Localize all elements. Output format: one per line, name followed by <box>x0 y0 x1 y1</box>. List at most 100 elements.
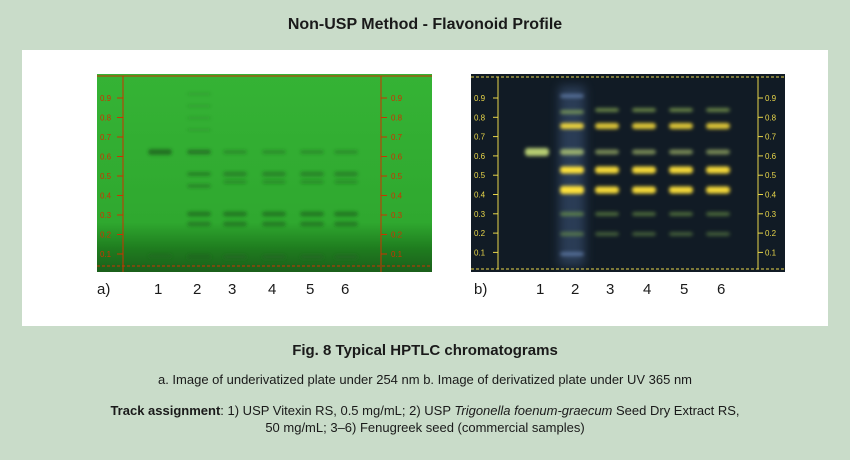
plate-b-band <box>632 212 656 216</box>
plate-b-track-4: 4 <box>643 281 652 298</box>
plate-b-band <box>560 149 584 155</box>
plate-b-right-rf-label: 0.8 <box>765 113 777 122</box>
plate-a-band <box>223 150 247 154</box>
plate-a-band <box>300 171 324 177</box>
plate-a-band <box>334 180 358 184</box>
plate-b-left-rf-label: 0.4 <box>474 191 486 200</box>
plate-a-band <box>262 221 286 227</box>
plate-a-track-3: 3 <box>228 281 237 298</box>
plate-a-band <box>187 116 211 120</box>
plate-b-band <box>595 166 619 174</box>
track-assignment-label: Track assignment <box>110 403 221 418</box>
plate-b-track-3: 3 <box>606 281 615 298</box>
plate-b-left-rf-label: 0.6 <box>474 152 486 161</box>
plate-a-track-1: 1 <box>154 281 163 298</box>
plate-b-band <box>632 232 656 236</box>
plate-a-left-rf-label: 0.7 <box>100 133 112 142</box>
track-assignment-species: Trigonella foenum-graecum <box>454 403 613 418</box>
plate-b-band <box>706 232 730 236</box>
plate-a-right-rf-label: 0.2 <box>391 231 403 240</box>
plate-a-track-row: a) 1 2 3 4 5 6 <box>97 281 432 301</box>
plate-a-band <box>300 211 324 217</box>
plate-a-right-rf-label: 0.9 <box>391 94 403 103</box>
plate-b-left-rf-label: 0.9 <box>474 94 486 103</box>
plate-a-band <box>300 180 324 184</box>
plate-b-right-rf-label: 0.5 <box>765 171 777 180</box>
plate-a-band <box>334 221 358 227</box>
plate-b-track-1: 1 <box>536 281 545 298</box>
plate-a-left-rf-label: 0.4 <box>100 192 112 201</box>
plate-a-right-rf-label: 0.1 <box>391 250 403 259</box>
plate-b-track-row: b) 1 2 3 4 5 6 <box>474 281 788 301</box>
track-assignment: Track assignment: 1) USP Vitexin RS, 0.5… <box>0 402 850 436</box>
track-assignment-text-2: Seed Dry Extract RS, <box>612 403 740 418</box>
plate-a-band <box>187 172 211 176</box>
plate-a-svg: 0.9 0.9 0.8 0.8 0.7 0.7 0.6 0.6 0.5 0.5 0.4 0.4 0.3 0… <box>97 74 432 272</box>
plate-b-left-rf-label: 0.2 <box>474 229 486 238</box>
plate-a-band <box>334 254 358 260</box>
plate-a-left-rf-label: 0.1 <box>100 250 112 259</box>
plate-b-band <box>560 123 584 129</box>
plate-b-right-rf-label: 0.9 <box>765 94 777 103</box>
plate-b-track-6: 6 <box>717 281 726 298</box>
plate-a-left-rf-label: 0.8 <box>100 114 112 123</box>
plate-b-band <box>595 232 619 236</box>
plate-a-right-rf-label: 0.4 <box>391 192 403 201</box>
plate-a-band <box>187 221 211 227</box>
plate-a-band <box>223 211 247 217</box>
plate-b-band <box>595 123 619 129</box>
plate-a-right-rf-label: 0.7 <box>391 133 403 142</box>
plate-b-band <box>560 212 584 216</box>
plate-a-right-rf-label: 0.6 <box>391 153 403 162</box>
plate-b-left-rf-label: 0.8 <box>474 113 486 122</box>
plate-b-left-rf-label: 0.5 <box>474 171 486 180</box>
plate-b-band <box>560 186 584 194</box>
plate-b-band <box>595 108 619 112</box>
plate-a-band <box>187 184 211 188</box>
plate-b-right-rf-label: 0.3 <box>765 210 777 219</box>
plate-b-right-rf-label: 0.4 <box>765 191 777 200</box>
plate-b-band <box>560 166 584 174</box>
plate-b-band <box>632 149 656 155</box>
plate-a-band <box>223 180 247 184</box>
plate-b-right-rf-label: 0.6 <box>765 152 777 161</box>
plate-b-track-5: 5 <box>680 281 689 298</box>
plate-a-image: 0.9 0.9 0.8 0.8 0.7 0.7 0.6 0.6 0.5 0.5 0.4 0.4 0.3 0… <box>97 74 432 272</box>
plate-b-band <box>669 186 693 194</box>
plate-a-band <box>262 150 286 154</box>
plate-b-band <box>632 123 656 129</box>
plate-a-band <box>148 253 172 259</box>
plate-b-band <box>632 166 656 174</box>
plate-a-label: a) <box>97 281 111 298</box>
plate-b-band <box>560 252 584 256</box>
plate-a-band <box>300 254 324 260</box>
plate-a-band <box>334 150 358 154</box>
plate-b-right-rf-label: 0.1 <box>765 248 777 257</box>
plate-a-band <box>300 150 324 154</box>
plate-b-label: b) <box>474 281 488 298</box>
track-assignment-line-1: Track assignment: 1) USP Vitexin RS, 0.5… <box>0 402 850 419</box>
figure-title: Fig. 8 Typical HPTLC chromatograms <box>292 342 558 359</box>
track-assignment-line-2: 50 mg/mL; 3–6) Fenugreek seed (commercia… <box>265 420 585 435</box>
plate-a-band <box>148 149 172 155</box>
plate-a-track-4: 4 <box>268 281 277 298</box>
plate-b-band <box>560 110 584 114</box>
plate-b-right-rf-label: 0.7 <box>765 133 777 142</box>
plate-b-image: 0.9 0.9 0.8 0.8 0.7 0.7 0.6 0.6 0.5 0.5 0.4 0.4 0.3 0… <box>471 74 785 272</box>
plate-b-band <box>706 212 730 216</box>
plate-b-band <box>632 108 656 112</box>
plate-a-band <box>223 171 247 177</box>
plate-a-left-rf-label: 0.3 <box>100 211 112 220</box>
plate-b-left-rf-label: 0.7 <box>474 133 486 142</box>
plate-b-band <box>669 108 693 112</box>
plate-a-track-2: 2 <box>193 281 202 298</box>
plate-a-track-6: 6 <box>341 281 350 298</box>
figure-subtitle: a. Image of underivatized plate under 25… <box>157 372 693 387</box>
plate-b-band <box>632 186 656 194</box>
plate-a-band <box>187 254 211 260</box>
plate-b-background <box>471 74 785 272</box>
plate-a-band <box>262 211 286 217</box>
plate-b-band <box>706 149 730 155</box>
plate-b-band <box>560 232 584 236</box>
plate-b-left-rf-label: 0.3 <box>474 210 486 219</box>
